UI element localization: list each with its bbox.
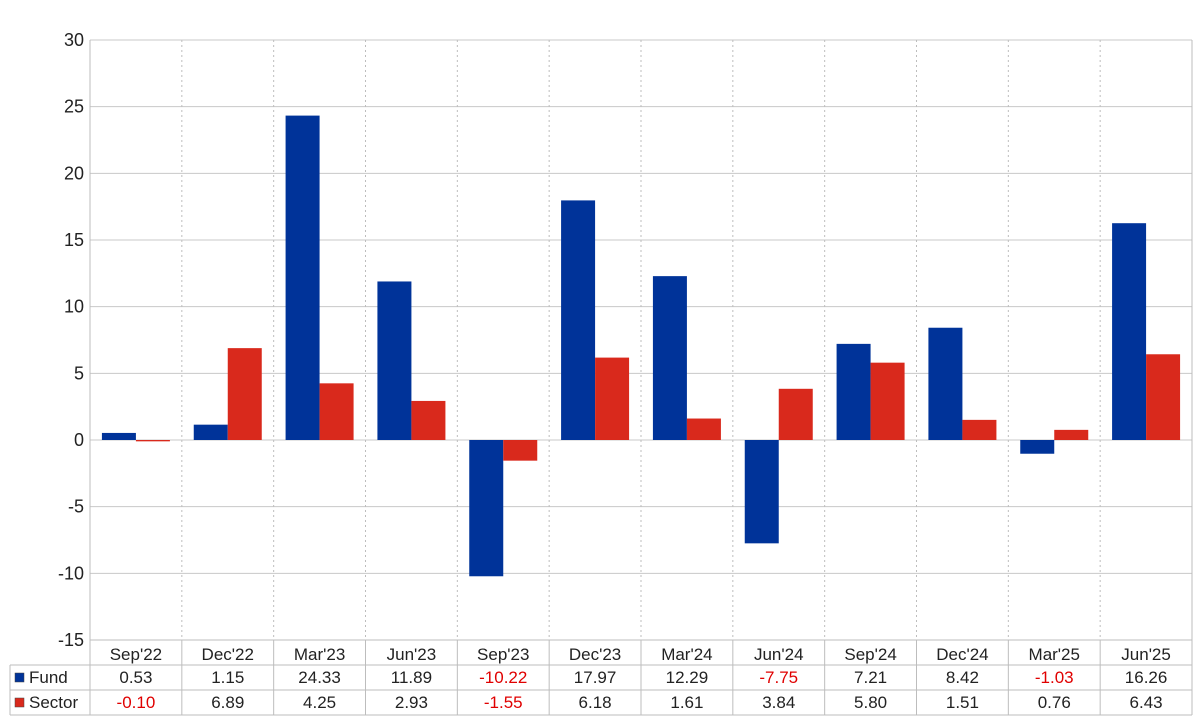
bar-sector (1146, 354, 1181, 440)
y-tick-label: 20 (64, 163, 84, 183)
bar-fund (285, 115, 320, 440)
y-tick-label: 25 (64, 97, 84, 117)
y-axis: 30 25 20 15 10 5 0 -5 -10 -15 (58, 30, 84, 650)
bar-sector (503, 440, 538, 461)
data-label: 6.43 (1130, 693, 1163, 712)
data-label: 7.21 (854, 668, 887, 687)
x-category-label: Sep'22 (110, 645, 162, 664)
bar-sector (778, 388, 813, 440)
y-tick-label: 15 (64, 230, 84, 250)
x-category-label: Mar'23 (294, 645, 345, 664)
data-label: 24.33 (298, 668, 341, 687)
data-label: -1.03 (1035, 668, 1074, 687)
x-category-label: Mar'25 (1029, 645, 1080, 664)
data-label: 3.84 (762, 693, 795, 712)
data-label: 4.25 (303, 693, 336, 712)
bar-sector (1054, 429, 1089, 440)
y-tick-label: 30 (64, 30, 84, 50)
x-category-label: Dec'23 (569, 645, 621, 664)
y-tick-label: -5 (68, 497, 84, 517)
x-category-label: Mar'24 (661, 645, 712, 664)
data-label: 0.53 (119, 668, 152, 687)
x-category-label: Dec'22 (202, 645, 254, 664)
bar-fund (193, 424, 228, 440)
legend-label-sector: Sector (29, 693, 78, 712)
data-label: -0.10 (117, 693, 156, 712)
bar-fund (469, 440, 504, 577)
bar-fund (744, 440, 779, 544)
data-label: -7.75 (759, 668, 798, 687)
y-tick-label: -15 (58, 630, 84, 650)
data-label: 12.29 (666, 668, 709, 687)
bar-sector (686, 418, 721, 440)
y-tick-label: 10 (64, 297, 84, 317)
data-label: 17.97 (574, 668, 617, 687)
chart-grid (89, 39, 1193, 641)
bar-sector (595, 357, 630, 440)
data-label: -1.55 (484, 693, 523, 712)
legend-label-fund: Fund (29, 668, 68, 687)
data-label: 1.61 (670, 693, 703, 712)
bar-fund (1112, 223, 1147, 440)
data-label: 0.76 (1038, 693, 1071, 712)
bar-sector (870, 362, 905, 440)
bar-sector (411, 400, 446, 440)
bar-fund (928, 327, 963, 440)
data-label: 6.89 (211, 693, 244, 712)
y-tick-label: 0 (74, 430, 84, 450)
bar-sector (962, 419, 997, 440)
x-category-label: Jun'23 (387, 645, 437, 664)
data-label: 1.51 (946, 693, 979, 712)
x-category-label: Sep'24 (844, 645, 896, 664)
x-category-label: Dec'24 (936, 645, 988, 664)
bar-sector (319, 383, 354, 440)
data-label: 8.42 (946, 668, 979, 687)
bar-sector (227, 348, 262, 440)
y-tick-label: -10 (58, 563, 84, 583)
data-label: 2.93 (395, 693, 428, 712)
bar-fund (101, 432, 136, 440)
data-label: -10.22 (479, 668, 527, 687)
bar-fund (1020, 440, 1055, 454)
data-label: 1.15 (211, 668, 244, 687)
data-label: 16.26 (1125, 668, 1168, 687)
bar-fund (377, 281, 412, 440)
x-category-label: Jun'24 (754, 645, 804, 664)
data-table: Sep'22 Dec'22 Mar'23 Jun'23 Sep'23 Dec'23 Mar'… (9, 639, 1193, 716)
x-category-label: Jun'25 (1121, 645, 1171, 664)
legend-swatch-fund (14, 672, 25, 683)
bar-fund (561, 200, 596, 440)
bar-fund (652, 276, 687, 440)
y-tick-label: 5 (74, 363, 84, 383)
x-category-label: Sep'23 (477, 645, 529, 664)
data-label: 6.18 (579, 693, 612, 712)
data-label: 5.80 (854, 693, 887, 712)
bar-fund (836, 343, 871, 440)
data-label: 11.89 (391, 668, 432, 687)
bar-sector (135, 440, 170, 442)
chart-bars (101, 115, 1181, 577)
legend-swatch-sector (14, 697, 25, 708)
